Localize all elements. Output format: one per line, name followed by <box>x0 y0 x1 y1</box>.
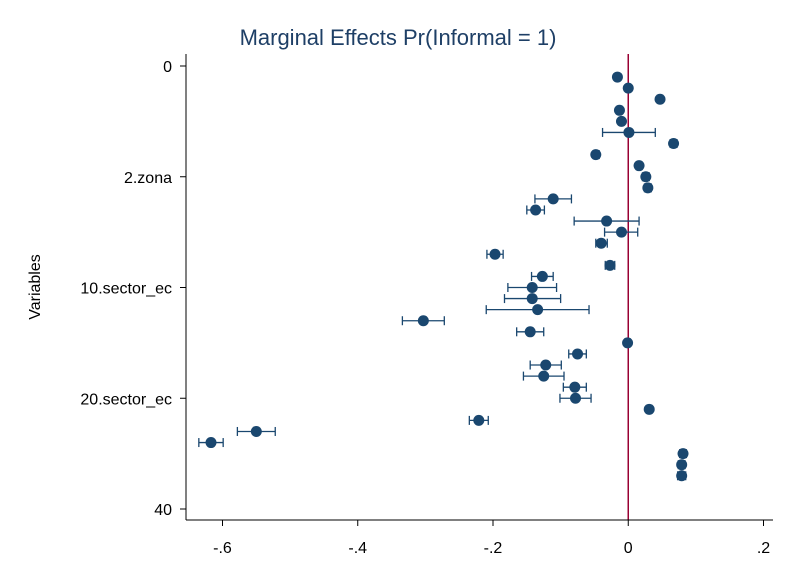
data-point <box>250 425 262 437</box>
data-point <box>536 270 548 282</box>
data-point <box>640 171 652 183</box>
x-tick-label: -.2 <box>484 540 503 557</box>
data-point <box>532 304 544 316</box>
data-point <box>633 160 645 172</box>
plot-marks <box>198 71 689 482</box>
x-tick-label: -.6 <box>213 540 232 557</box>
y-tick-label: 40 <box>154 502 172 519</box>
data-point <box>623 126 635 138</box>
data-point <box>473 414 485 426</box>
x-tick-label: .2 <box>757 540 770 557</box>
data-point <box>615 115 627 127</box>
data-point <box>569 381 581 393</box>
data-point <box>622 337 634 349</box>
data-point <box>526 282 538 293</box>
y-axis: 0 2.zona 10.sector_ec 20.sector_ec 40 <box>80 54 187 520</box>
data-point <box>595 237 607 249</box>
y-tick-label: 10.sector_ec <box>80 281 172 298</box>
y-tick-label: 2.zona <box>124 170 172 187</box>
data-point <box>572 348 584 360</box>
y-tick-label: 20.sector_ec <box>80 391 172 408</box>
data-point <box>676 459 688 471</box>
data-point <box>526 293 538 305</box>
y-tick-label: 0 <box>163 59 172 76</box>
x-axis: -.6 -.4 -.2 0 .2 <box>186 519 773 557</box>
data-point <box>590 149 602 161</box>
data-point <box>613 104 625 116</box>
data-point <box>604 259 616 271</box>
data-point <box>538 370 550 382</box>
y-axis-title: Variables <box>27 254 44 320</box>
x-tick-label: -.4 <box>348 540 367 557</box>
data-point <box>547 193 559 205</box>
data-point <box>524 326 536 338</box>
data-point <box>615 226 627 238</box>
data-point <box>417 315 429 327</box>
x-tick-label: 0 <box>624 540 633 557</box>
data-point <box>530 204 542 216</box>
data-point <box>611 71 623 83</box>
data-point <box>622 82 634 94</box>
data-point <box>676 470 688 482</box>
data-point <box>570 392 582 404</box>
data-point <box>205 437 217 449</box>
data-point <box>642 182 654 194</box>
data-point <box>489 248 501 260</box>
data-point <box>668 138 680 150</box>
data-point <box>643 403 655 415</box>
data-point <box>540 359 552 371</box>
chart-title: Marginal Effects Pr(Informal = 1) <box>240 25 557 50</box>
data-point <box>654 93 666 105</box>
data-point <box>601 215 613 227</box>
data-point <box>677 448 689 460</box>
